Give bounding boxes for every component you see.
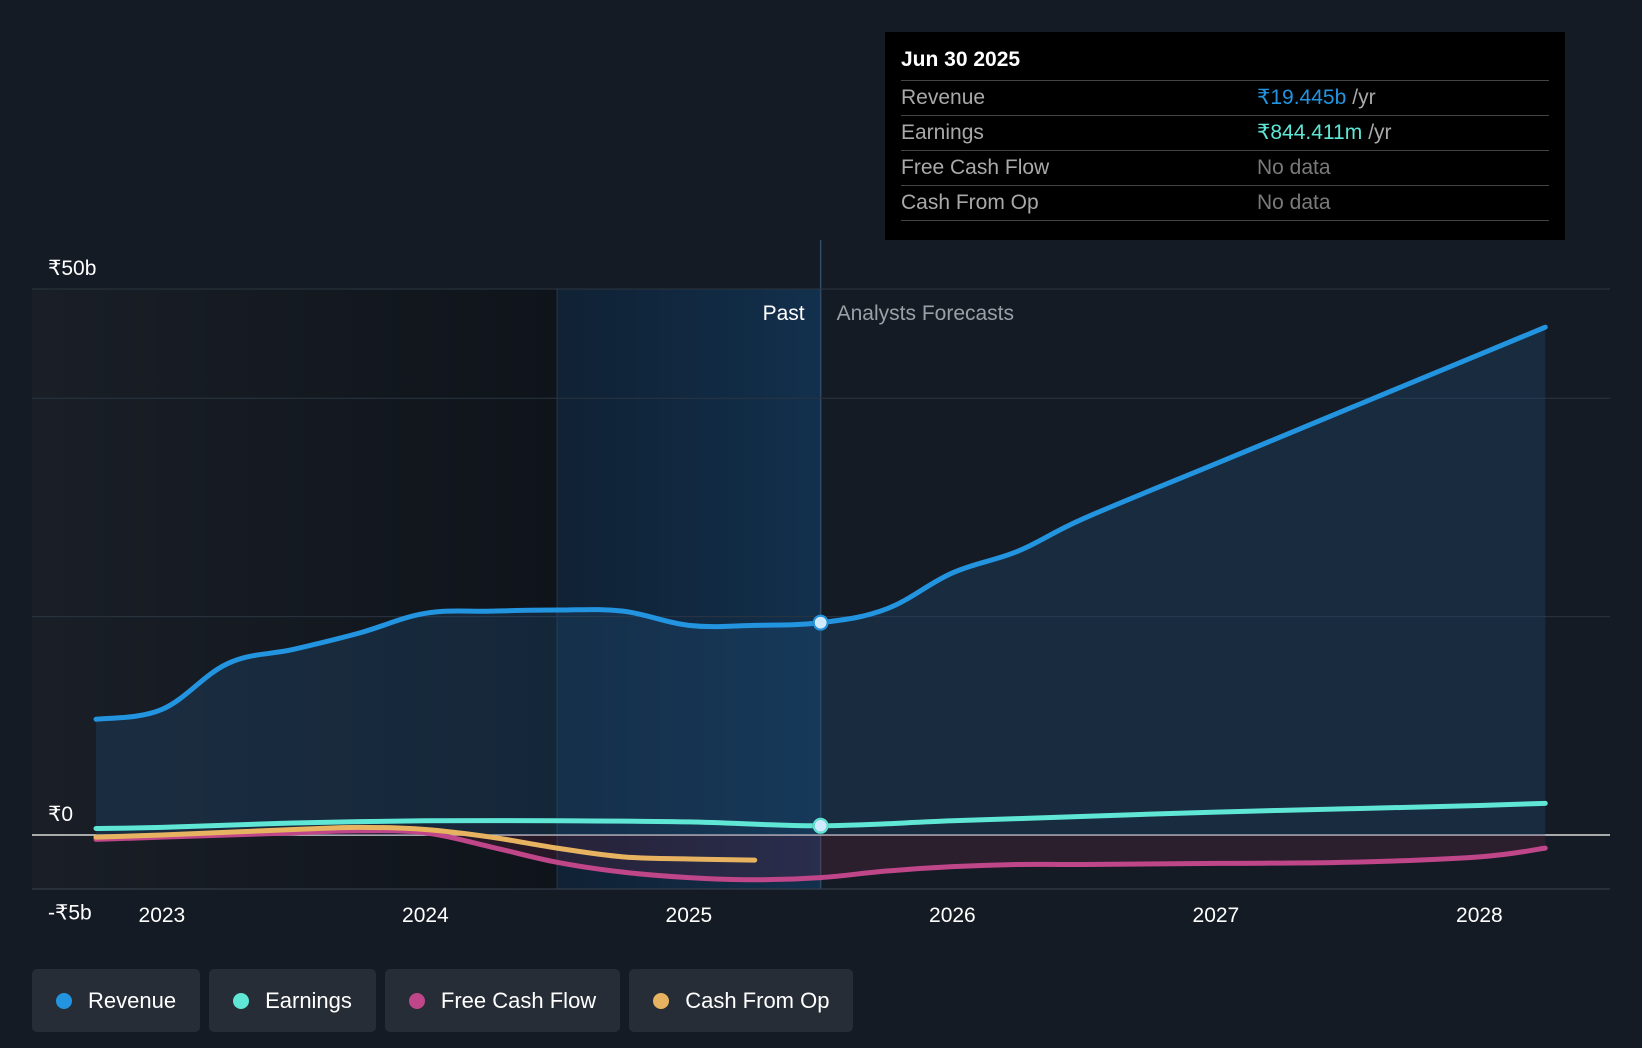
legend: Revenue Earnings Free Cash Flow Cash Fro… <box>32 969 854 1032</box>
tooltip-row-cash-from-op: Cash From Op No data <box>901 186 1549 221</box>
chart-background-layer <box>32 240 822 889</box>
tooltip-date: Jun 30 2025 <box>901 46 1549 81</box>
legend-label: Earnings <box>265 987 352 1013</box>
tooltip-row-revenue: Revenue ₹19.445b /yr <box>901 81 1549 116</box>
free-cash-flow-dot-icon <box>408 992 425 1009</box>
revenue-area <box>96 327 1546 835</box>
tooltip-label: Earnings <box>901 121 984 144</box>
revenue-dot-icon <box>56 992 72 1009</box>
free-cash-flow-area <box>96 830 1546 880</box>
tooltip-label: Free Cash Flow <box>901 156 1050 179</box>
x-tick-label: 2026 <box>929 904 976 927</box>
free-cash-flow-line <box>93 828 1548 883</box>
axis-labels: ₹50b ₹0 -₹5b 2023 2024 2025 2026 2027 2028 Past An… <box>48 257 1503 927</box>
x-tick-label: 2027 <box>1193 904 1240 927</box>
x-tick-label: 2024 <box>402 904 449 927</box>
revenue-current-marker <box>812 614 829 631</box>
series-lines <box>93 324 1548 883</box>
history-background <box>32 289 558 889</box>
past-highlight-region <box>557 289 821 889</box>
legend-label: Free Cash Flow <box>440 987 597 1013</box>
legend-item-earnings[interactable]: Earnings <box>209 969 376 1032</box>
legend-item-cash-from-op[interactable]: Cash From Op <box>629 969 854 1032</box>
tooltip-row-earnings: Earnings ₹844.411m /yr <box>901 116 1549 151</box>
tooltip-value: ₹19.445b <box>1257 86 1347 109</box>
revenue-line <box>93 324 1548 722</box>
x-tick-label: 2025 <box>666 904 713 927</box>
x-tick-label: 2023 <box>139 904 186 927</box>
tooltip-unit: /yr <box>1368 121 1392 144</box>
tooltip-value: ₹844.411m <box>1257 121 1363 144</box>
legend-label: Cash From Op <box>685 987 830 1013</box>
forecast-label: Analysts Forecasts <box>837 302 1014 325</box>
x-tick-label: 2028 <box>1456 904 1503 927</box>
tooltip-label: Cash From Op <box>901 191 1039 214</box>
tooltip: Jun 30 2025 Revenue ₹19.445b /yr Earning… <box>885 32 1565 240</box>
legend-item-free-cash-flow[interactable]: Free Cash Flow <box>384 969 621 1032</box>
series-markers <box>812 614 829 834</box>
tooltip-label: Revenue <box>901 86 986 109</box>
y-tick-label: ₹0 <box>48 803 73 826</box>
cash-from-op-dot-icon <box>653 992 670 1009</box>
area-fills <box>96 327 1546 880</box>
cash-from-op-line <box>93 824 758 863</box>
tooltip-value: No data <box>1257 156 1331 179</box>
legend-item-revenue[interactable]: Revenue <box>32 969 201 1032</box>
y-tick-label: ₹50b <box>48 257 96 280</box>
legend-label: Revenue <box>88 987 177 1013</box>
tooltip-value: No data <box>1257 191 1331 214</box>
past-label: Past <box>763 302 805 325</box>
tooltip-row-free-cash-flow: Free Cash Flow No data <box>901 151 1549 186</box>
earnings-current-marker <box>812 817 829 834</box>
y-tick-label: -₹5b <box>48 902 92 925</box>
tooltip-unit: /yr <box>1352 86 1376 109</box>
earnings-dot-icon <box>233 992 250 1009</box>
